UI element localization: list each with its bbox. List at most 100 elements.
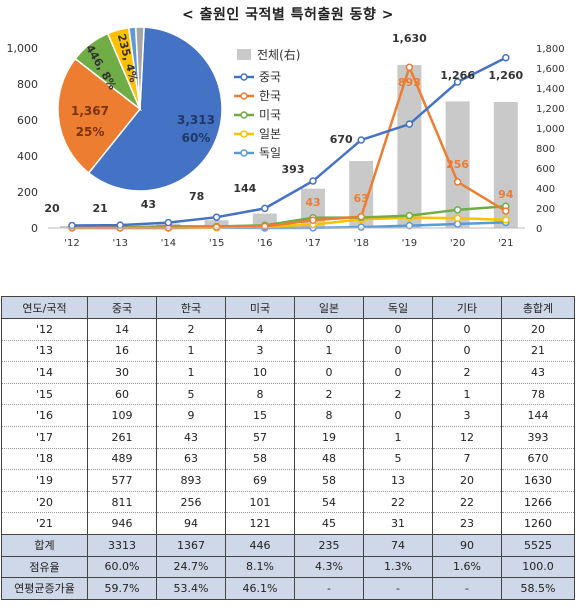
table-cell: 3 — [225, 340, 295, 363]
x-tick-label: '18 — [353, 238, 368, 249]
pie-slice — [134, 26, 145, 110]
table-cell: 15 — [225, 404, 295, 427]
table-cell: 1 — [156, 340, 226, 363]
pie-slice — [87, 26, 223, 192]
table-cell: 0 — [363, 340, 433, 363]
right-tick-label: 800 — [536, 144, 555, 155]
left-tick-label: 800 — [17, 78, 38, 91]
header-cell: 한국 — [156, 296, 226, 319]
series-line — [71, 56, 507, 227]
total-data-label: 670 — [330, 133, 353, 146]
table-cell: 0 — [294, 361, 364, 384]
left-tick-label: 200 — [17, 186, 38, 199]
table-cell: 2 — [363, 383, 433, 406]
summary-cell: 60.0% — [87, 556, 157, 579]
right-tick-label: 1,000 — [536, 124, 565, 135]
table-footer: 합계 3313 1367 446 235 74 90 5525 점유율 60.0% 24.7% 8.1… — [1, 534, 575, 600]
table-cell: 489 — [87, 448, 157, 471]
summary-cell: 74 — [363, 534, 433, 557]
summary-cell: 연평균증가율 — [1, 577, 88, 600]
summary-cell: 점유율 — [1, 556, 88, 579]
table-cell: 63 — [156, 448, 226, 471]
right-tick-label: 1,800 — [536, 44, 565, 55]
table-cell: 2 — [156, 318, 226, 341]
series-point — [453, 214, 462, 223]
table-cell: '19 — [1, 469, 88, 492]
table-cell: 1260 — [501, 512, 575, 535]
series-point — [502, 53, 510, 62]
summary-row: 점유율 60.0% 24.7% 8.1% 4.3% 1.3% 1.6% 100.0 — [1, 556, 575, 579]
table-cell: 57 — [225, 426, 295, 449]
pie-label-korea-pct: 25% — [76, 125, 105, 139]
pie-label-korea: 1,367 — [71, 104, 109, 118]
table-cell: 7 — [432, 448, 502, 471]
table-cell: 78 — [501, 383, 575, 406]
header-cell: 미국 — [225, 296, 295, 319]
right-tick-label: 400 — [536, 184, 555, 195]
total-data-label: 393 — [282, 163, 305, 176]
summary-cell: 235 — [294, 534, 364, 557]
table-cell: '15 — [1, 383, 88, 406]
table-cell: 4 — [225, 318, 295, 341]
table-body: '12 14 2 4 0 0 0 20'13 16 1 3 1 0 0 21'14 30 1 10 0 0 2 43'15… — [1, 318, 575, 535]
total-data-label: 1,260 — [488, 69, 523, 82]
series-point — [453, 78, 462, 86]
series-point — [405, 211, 414, 220]
table-row: '12 14 2 4 0 0 0 20 — [1, 318, 575, 341]
header-cell: 연도/국적 — [1, 296, 88, 319]
table-cell: 31 — [363, 512, 433, 535]
series-point — [164, 218, 173, 227]
legend-marker — [240, 149, 248, 157]
series-point — [357, 212, 365, 221]
table-cell: 10 — [225, 361, 295, 384]
table-cell: 256 — [156, 491, 226, 514]
table-cell: 670 — [501, 448, 575, 471]
summary-row: 합계 3313 1367 446 235 74 90 5525 — [1, 534, 575, 557]
summary-cell: 24.7% — [156, 556, 226, 579]
korea-data-label: 94 — [498, 188, 514, 201]
table-cell: 14 — [87, 318, 157, 341]
summary-cell: 3313 — [87, 534, 157, 557]
table-cell: 261 — [87, 426, 157, 449]
x-axis: '12 '13 '14 '15 '16 '17 '18 '19 '20 '21 — [48, 227, 525, 249]
series-point — [116, 221, 124, 229]
table-cell: 48 — [294, 448, 364, 471]
table-cell: 3 — [432, 404, 502, 427]
summary-cell: 46.1% — [225, 577, 295, 600]
summary-cell: 100.0 — [501, 556, 575, 579]
summary-cell: - — [432, 577, 502, 600]
table-cell: 60 — [87, 383, 157, 406]
legend-label: 일본 — [259, 127, 281, 141]
pie-label-china-pct: 60% — [182, 131, 211, 145]
summary-cell: 90 — [432, 534, 502, 557]
series-point — [405, 63, 414, 72]
summary-cell: 53.4% — [156, 577, 226, 600]
series-point — [405, 120, 414, 128]
pie-slice — [57, 57, 142, 175]
total-data-label: 144 — [233, 182, 256, 195]
table-cell: 109 — [87, 404, 157, 427]
x-tick-label: '12 — [64, 238, 79, 249]
summary-cell: 4.3% — [294, 556, 364, 579]
x-tick-label: '21 — [498, 238, 513, 249]
right-tick-label: 0 — [536, 224, 542, 235]
patent-table: 연도/국적 중국 한국 미국 일본 독일 기타 총합계 '12 14 2 4 0 0 0 20'13 16 1 3… — [1, 296, 575, 600]
table-cell: 20 — [432, 469, 502, 492]
table-cell: 577 — [87, 469, 157, 492]
table-cell: 22 — [363, 491, 433, 514]
table-cell: 893 — [156, 469, 226, 492]
table-cell: 0 — [432, 340, 502, 363]
right-tick-label: 600 — [536, 164, 555, 175]
legend-marker — [240, 111, 248, 119]
x-tick-label: '14 — [161, 238, 176, 249]
series-point — [357, 223, 365, 231]
right-tick-label: 1,400 — [536, 84, 565, 95]
table-row: '16 109 9 15 8 0 3 144 — [1, 404, 575, 427]
series-point — [261, 204, 269, 213]
table-cell: 1630 — [501, 469, 575, 492]
table-cell: '16 — [1, 404, 88, 427]
table-cell: 13 — [363, 469, 433, 492]
table-cell: 9 — [156, 404, 226, 427]
data-labels: 20 21 43 78 144 393 670 1,630 1,266 1,260 43 63 893 2… — [44, 32, 523, 215]
